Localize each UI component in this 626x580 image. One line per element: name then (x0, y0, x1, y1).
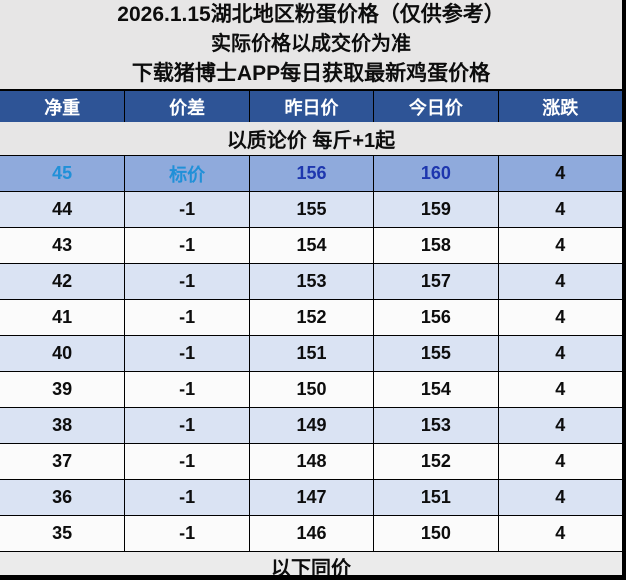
same-price-below-note: 以下同价 (0, 551, 622, 575)
cell-change: 4 (497, 444, 622, 479)
column-header-net-weight: 净重 (44, 97, 81, 118)
table-header-row: 净重 价差 昨日价 今日价 涨跌 (0, 91, 622, 122)
table-row: 40 -1 151 155 4 (0, 335, 622, 371)
cell-today-price: 158 (373, 228, 497, 263)
cell-price-diff: -1 (124, 480, 248, 515)
cell-price-diff: -1 (124, 264, 248, 299)
cell-change: 4 (497, 408, 622, 443)
table-row: 36 -1 147 151 4 (0, 479, 622, 515)
cell-yesterday-price: 149 (248, 408, 373, 443)
cell-change: 4 (497, 264, 622, 299)
table-row: 35 -1 146 150 4 (0, 515, 622, 551)
table-row: 45 标价 156 160 4 (0, 156, 622, 191)
banner-promo-text: 下载猪博士APP每日获取最新鸡蛋价格 (131, 62, 491, 85)
cell-net-weight: 38 (52, 415, 73, 435)
cell-yesterday-price: 152 (248, 300, 373, 335)
cell-today-price: 155 (373, 336, 497, 371)
table-row: 37 -1 148 152 4 (0, 443, 622, 479)
column-header-price-diff: 价差 (124, 91, 248, 122)
table-row: 42 -1 153 157 4 (0, 263, 622, 299)
cell-net-weight: 41 (52, 307, 73, 327)
cell-yesterday-price: 150 (248, 372, 373, 407)
cell-today-price: 156 (373, 300, 497, 335)
column-header-yesterday-price: 昨日价 (248, 91, 373, 122)
cell-net-weight: 35 (52, 523, 73, 543)
table-row: 44 -1 155 159 4 (0, 191, 622, 227)
cell-today-price: 154 (373, 372, 497, 407)
cell-change: 4 (497, 336, 622, 371)
cell-price-diff: -1 (124, 444, 248, 479)
cell-price-diff: -1 (124, 372, 248, 407)
cell-change: 4 (497, 228, 622, 263)
cell-price-diff: -1 (124, 300, 248, 335)
banner-subtitle: 实际价格以成交价为准 (211, 33, 411, 55)
cell-today-price: 159 (373, 192, 497, 227)
page-title: 2026.1.15湖北地区粉蛋价格（仅供参考） (117, 3, 505, 26)
table-row: 38 -1 149 153 4 (0, 407, 622, 443)
quality-pricing-note: 以质论价 每斤+1起 (0, 122, 622, 156)
cell-price-diff: -1 (124, 228, 248, 263)
table-row: 39 -1 150 154 4 (0, 371, 622, 407)
cell-net-weight: 42 (52, 271, 73, 291)
cell-today-price: 157 (373, 264, 497, 299)
cell-today-price: 152 (373, 444, 497, 479)
cell-change: 4 (497, 480, 622, 515)
cell-today-price: 153 (373, 408, 497, 443)
cell-net-weight: 40 (52, 343, 73, 363)
cell-net-weight: 37 (52, 451, 73, 471)
cell-yesterday-price: 151 (248, 336, 373, 371)
cell-net-weight: 45 (52, 163, 73, 183)
cell-today-price: 160 (373, 156, 497, 191)
cell-change: 4 (497, 516, 622, 551)
table-row: 41 -1 152 156 4 (0, 299, 622, 335)
cell-yesterday-price: 146 (248, 516, 373, 551)
cell-net-weight: 36 (52, 487, 73, 507)
cell-net-weight: 39 (52, 379, 73, 399)
cell-yesterday-price: 153 (248, 264, 373, 299)
cell-price-diff: -1 (124, 408, 248, 443)
table-row: 43 -1 154 158 4 (0, 227, 622, 263)
cell-yesterday-price: 156 (248, 156, 373, 191)
cell-change: 4 (497, 156, 622, 191)
cell-price-diff: -1 (124, 516, 248, 551)
cell-change: 4 (497, 192, 622, 227)
cell-change: 4 (497, 372, 622, 407)
cell-price-diff: -1 (124, 192, 248, 227)
cell-today-price: 151 (373, 480, 497, 515)
title-banner: 2026.1.15湖北地区粉蛋价格（仅供参考） 实际价格以成交价为准 下载猪博士… (0, 0, 622, 91)
cell-yesterday-price: 155 (248, 192, 373, 227)
cell-net-weight: 44 (52, 199, 73, 219)
cell-price-diff: 标价 (124, 156, 248, 191)
cell-change: 4 (497, 300, 622, 335)
cell-yesterday-price: 147 (248, 480, 373, 515)
cell-today-price: 150 (373, 516, 497, 551)
cell-yesterday-price: 154 (248, 228, 373, 263)
column-header-change: 涨跌 (497, 91, 622, 122)
cell-net-weight: 43 (52, 235, 73, 255)
cell-yesterday-price: 148 (248, 444, 373, 479)
cell-price-diff: -1 (124, 336, 248, 371)
column-header-today-price: 今日价 (373, 91, 497, 122)
